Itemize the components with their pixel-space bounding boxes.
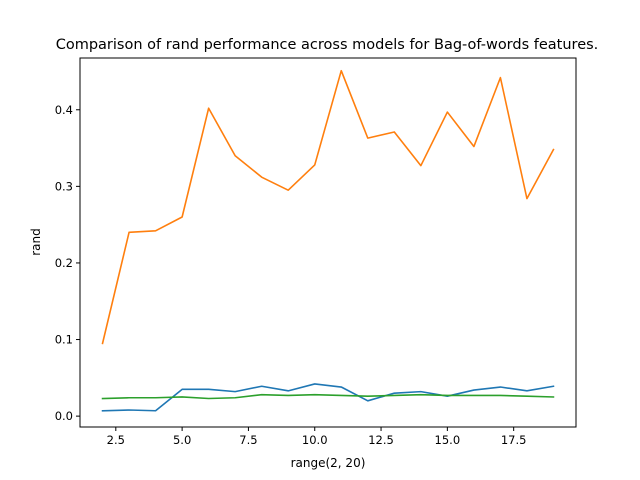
chart-title: Comparison of rand performance across mo… xyxy=(56,37,599,53)
x-axis-ticks: 2.5 5.0 7.5 10.0 12.5 15.0 17.5 xyxy=(107,427,527,447)
series-line-3 xyxy=(101,393,555,400)
x-tick-label: 15.0 xyxy=(435,433,461,447)
x-axis-label: range(2, 20) xyxy=(291,456,366,470)
x-tick-label: 2.5 xyxy=(107,433,125,447)
x-tick-label: 12.5 xyxy=(368,433,394,447)
series-layer xyxy=(101,69,555,412)
y-axis-label: rand xyxy=(29,228,43,256)
x-tick-label: 5.0 xyxy=(173,433,191,447)
y-tick-label: 0.4 xyxy=(55,103,73,117)
y-tick-label: 0.3 xyxy=(55,179,73,193)
y-tick-label: 0.1 xyxy=(55,333,73,347)
series-line-2 xyxy=(101,69,555,345)
x-tick-label: 17.5 xyxy=(501,433,527,447)
y-tick-label: 0.2 xyxy=(55,256,73,270)
series-line-1 xyxy=(101,383,555,412)
x-tick-label: 10.0 xyxy=(302,433,328,447)
x-tick-label: 7.5 xyxy=(239,433,257,447)
plot-frame xyxy=(79,57,577,428)
y-tick-label: 0.0 xyxy=(55,409,73,423)
y-axis-ticks: 0.0 0.1 0.2 0.3 0.4 xyxy=(55,103,80,423)
